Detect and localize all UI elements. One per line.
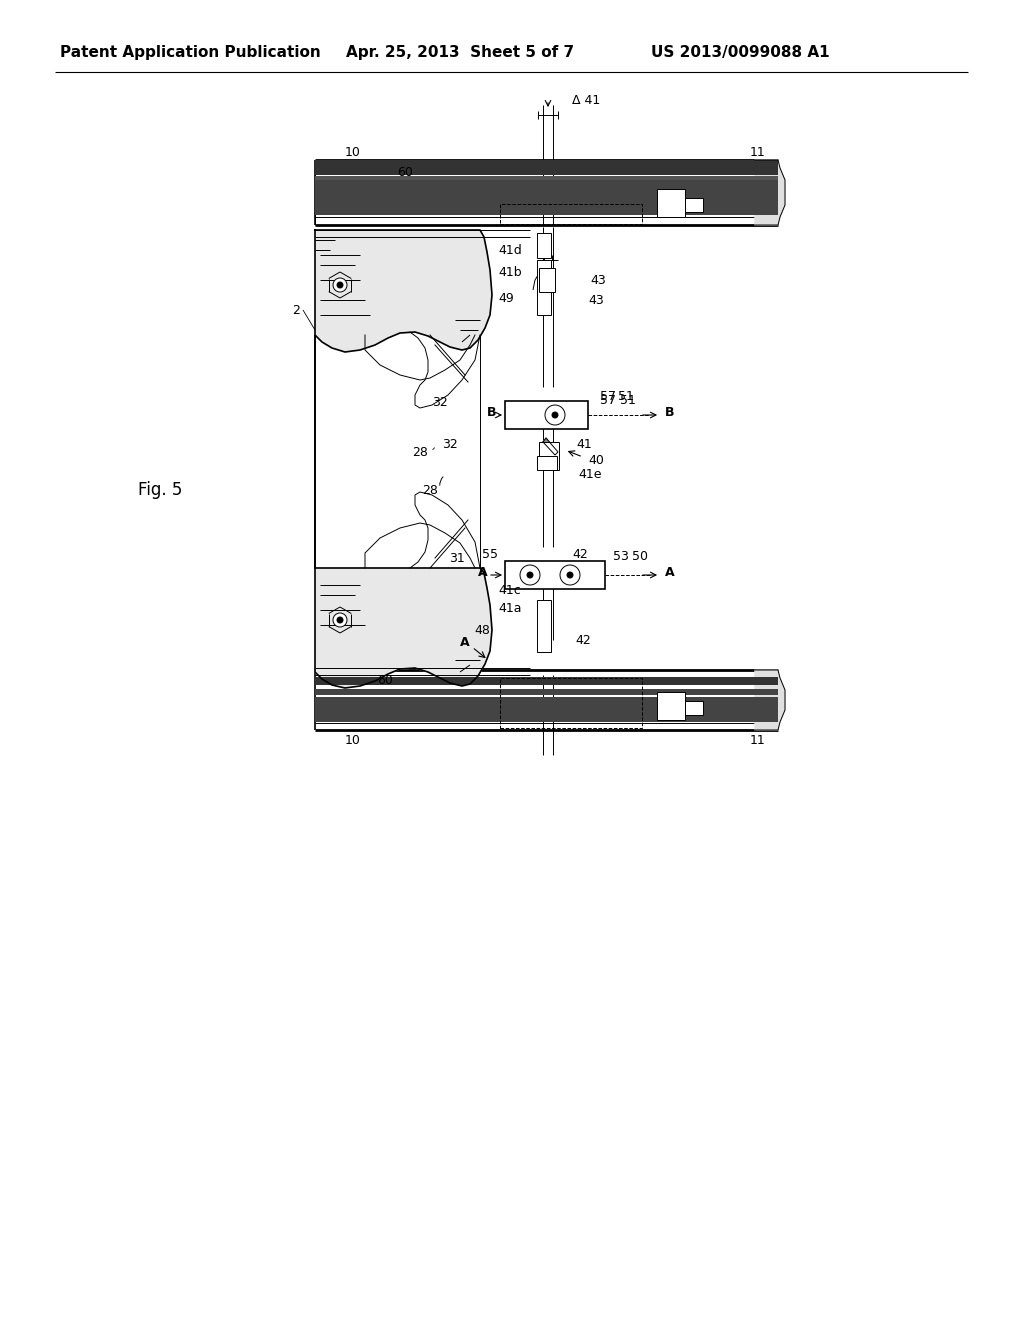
Bar xyxy=(505,401,588,429)
Circle shape xyxy=(527,572,534,578)
Text: 41: 41 xyxy=(575,437,592,450)
Text: 10: 10 xyxy=(345,734,360,747)
Circle shape xyxy=(337,282,343,288)
Text: 2: 2 xyxy=(292,304,300,317)
Circle shape xyxy=(567,572,573,578)
Bar xyxy=(537,260,551,315)
Text: 42: 42 xyxy=(575,634,591,647)
Circle shape xyxy=(333,279,347,292)
Text: 32: 32 xyxy=(442,438,458,451)
Text: 28: 28 xyxy=(412,446,428,458)
Bar xyxy=(685,701,703,715)
Text: 60: 60 xyxy=(397,166,413,180)
Circle shape xyxy=(552,412,558,418)
Text: Patent Application Publication: Patent Application Publication xyxy=(59,45,321,59)
Bar xyxy=(315,160,778,176)
Polygon shape xyxy=(755,160,785,224)
Text: 42: 42 xyxy=(572,549,588,561)
Text: 11: 11 xyxy=(750,145,765,158)
Bar xyxy=(657,692,685,719)
Text: 10: 10 xyxy=(345,145,360,158)
Text: 41e: 41e xyxy=(578,467,601,480)
Text: 43: 43 xyxy=(588,293,604,306)
Text: 31: 31 xyxy=(450,552,465,565)
Text: 41c: 41c xyxy=(498,583,521,597)
Text: 41a: 41a xyxy=(498,602,521,615)
Polygon shape xyxy=(315,335,480,568)
Bar xyxy=(537,234,551,257)
Bar xyxy=(500,205,642,224)
Text: 32: 32 xyxy=(432,396,449,408)
Text: 57 51: 57 51 xyxy=(600,393,636,407)
Text: A: A xyxy=(461,635,470,648)
Polygon shape xyxy=(315,568,492,688)
Bar xyxy=(315,165,778,172)
Bar xyxy=(685,198,703,213)
Bar xyxy=(505,561,605,589)
Text: 49: 49 xyxy=(498,292,514,305)
Bar xyxy=(500,678,642,729)
Text: 50: 50 xyxy=(632,550,648,564)
Text: 11: 11 xyxy=(750,734,765,747)
Text: 40: 40 xyxy=(588,454,604,466)
Polygon shape xyxy=(315,230,492,352)
Text: 51: 51 xyxy=(618,391,634,404)
Text: US 2013/0099088 A1: US 2013/0099088 A1 xyxy=(650,45,829,59)
Circle shape xyxy=(545,405,565,425)
Text: 55: 55 xyxy=(482,549,498,561)
Text: 60: 60 xyxy=(377,673,393,686)
Polygon shape xyxy=(543,438,558,455)
Bar xyxy=(315,689,778,696)
Circle shape xyxy=(337,616,343,623)
Text: B: B xyxy=(486,407,496,420)
Bar xyxy=(539,268,555,292)
Text: Δ 41: Δ 41 xyxy=(572,94,600,107)
Text: Apr. 25, 2013  Sheet 5 of 7: Apr. 25, 2013 Sheet 5 of 7 xyxy=(346,45,574,59)
Text: 28: 28 xyxy=(422,483,438,496)
Bar xyxy=(657,189,685,216)
Circle shape xyxy=(560,565,580,585)
Text: 41d: 41d xyxy=(498,243,522,256)
Bar xyxy=(537,455,557,470)
Bar xyxy=(315,697,778,722)
Text: A: A xyxy=(665,566,675,579)
Text: 41b: 41b xyxy=(498,265,521,279)
Text: B: B xyxy=(665,407,675,420)
Bar xyxy=(315,176,778,180)
Text: Fig. 5: Fig. 5 xyxy=(138,480,182,499)
Bar xyxy=(539,442,559,470)
Circle shape xyxy=(333,612,347,627)
Polygon shape xyxy=(755,671,785,730)
Text: 48: 48 xyxy=(474,623,490,636)
Text: 43: 43 xyxy=(590,273,606,286)
Bar xyxy=(315,677,778,685)
Text: 53: 53 xyxy=(613,550,629,564)
Text: 57: 57 xyxy=(600,391,616,404)
Bar xyxy=(537,601,551,652)
Bar xyxy=(315,180,778,215)
Text: A: A xyxy=(478,566,488,579)
Circle shape xyxy=(520,565,540,585)
